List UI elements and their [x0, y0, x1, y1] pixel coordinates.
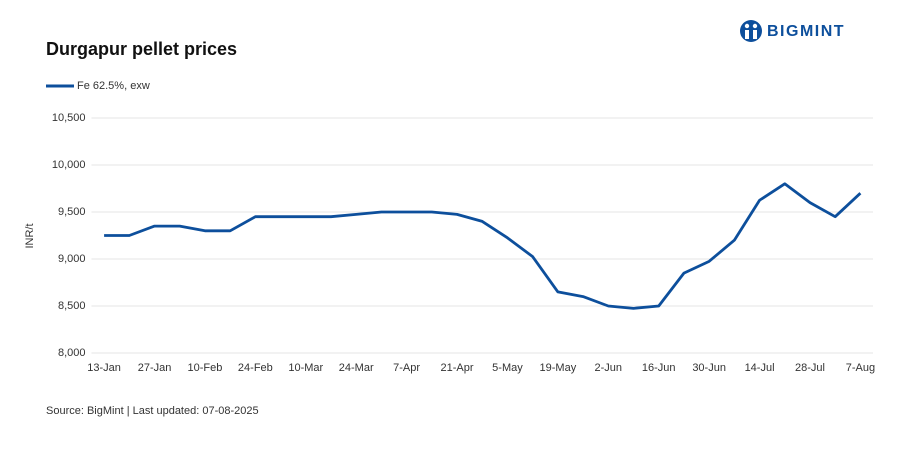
y-tick-label: 10,500 [52, 112, 86, 124]
x-tick-label: 7-Apr [393, 362, 420, 374]
x-tick-label: 7-Aug [846, 362, 875, 374]
y-tick-label: 8,000 [58, 347, 86, 359]
chart-title: Durgapur pellet prices [46, 39, 237, 59]
logo-icon-dot [752, 23, 758, 29]
logo-text: BIGMINT [767, 23, 845, 40]
x-tick-label: 10-Feb [188, 362, 223, 374]
logo-icon-bar [745, 30, 749, 39]
x-tick-label: 5-May [492, 362, 523, 374]
y-axis-label: INR/t [24, 223, 36, 248]
logo-icon-dot [744, 23, 750, 29]
legend-label: Fe 62.5%, exw [77, 80, 150, 92]
series-line [104, 182, 862, 310]
logo-icon [740, 20, 762, 42]
x-tick-label: 13-Jan [87, 362, 121, 374]
y-tick-label: 8,500 [58, 300, 86, 312]
source-note: Source: BigMint | Last updated: 07-08-20… [46, 405, 259, 417]
y-tick-label: 9,500 [58, 206, 86, 218]
x-tick-label: 16-Jun [642, 362, 676, 374]
x-tick-label: 2-Jun [595, 362, 623, 374]
x-tick-label: 28-Jul [795, 362, 825, 374]
x-tick-label: 21-Apr [441, 362, 474, 374]
x-tick-label: 24-Feb [238, 362, 273, 374]
y-tick-label: 9,000 [58, 253, 86, 265]
x-tick-label: 24-Mar [339, 362, 374, 374]
logo-icon-bar [753, 30, 757, 39]
x-tick-label: 14-Jul [745, 362, 775, 374]
x-tick-label: 19-May [540, 362, 577, 374]
x-tick-label: 30-Jun [692, 362, 726, 374]
y-tick-label: 10,000 [52, 159, 86, 171]
x-tick-label: 27-Jan [138, 362, 172, 374]
logo: BIGMINT [740, 20, 845, 42]
x-tick-label: 10-Mar [288, 362, 323, 374]
